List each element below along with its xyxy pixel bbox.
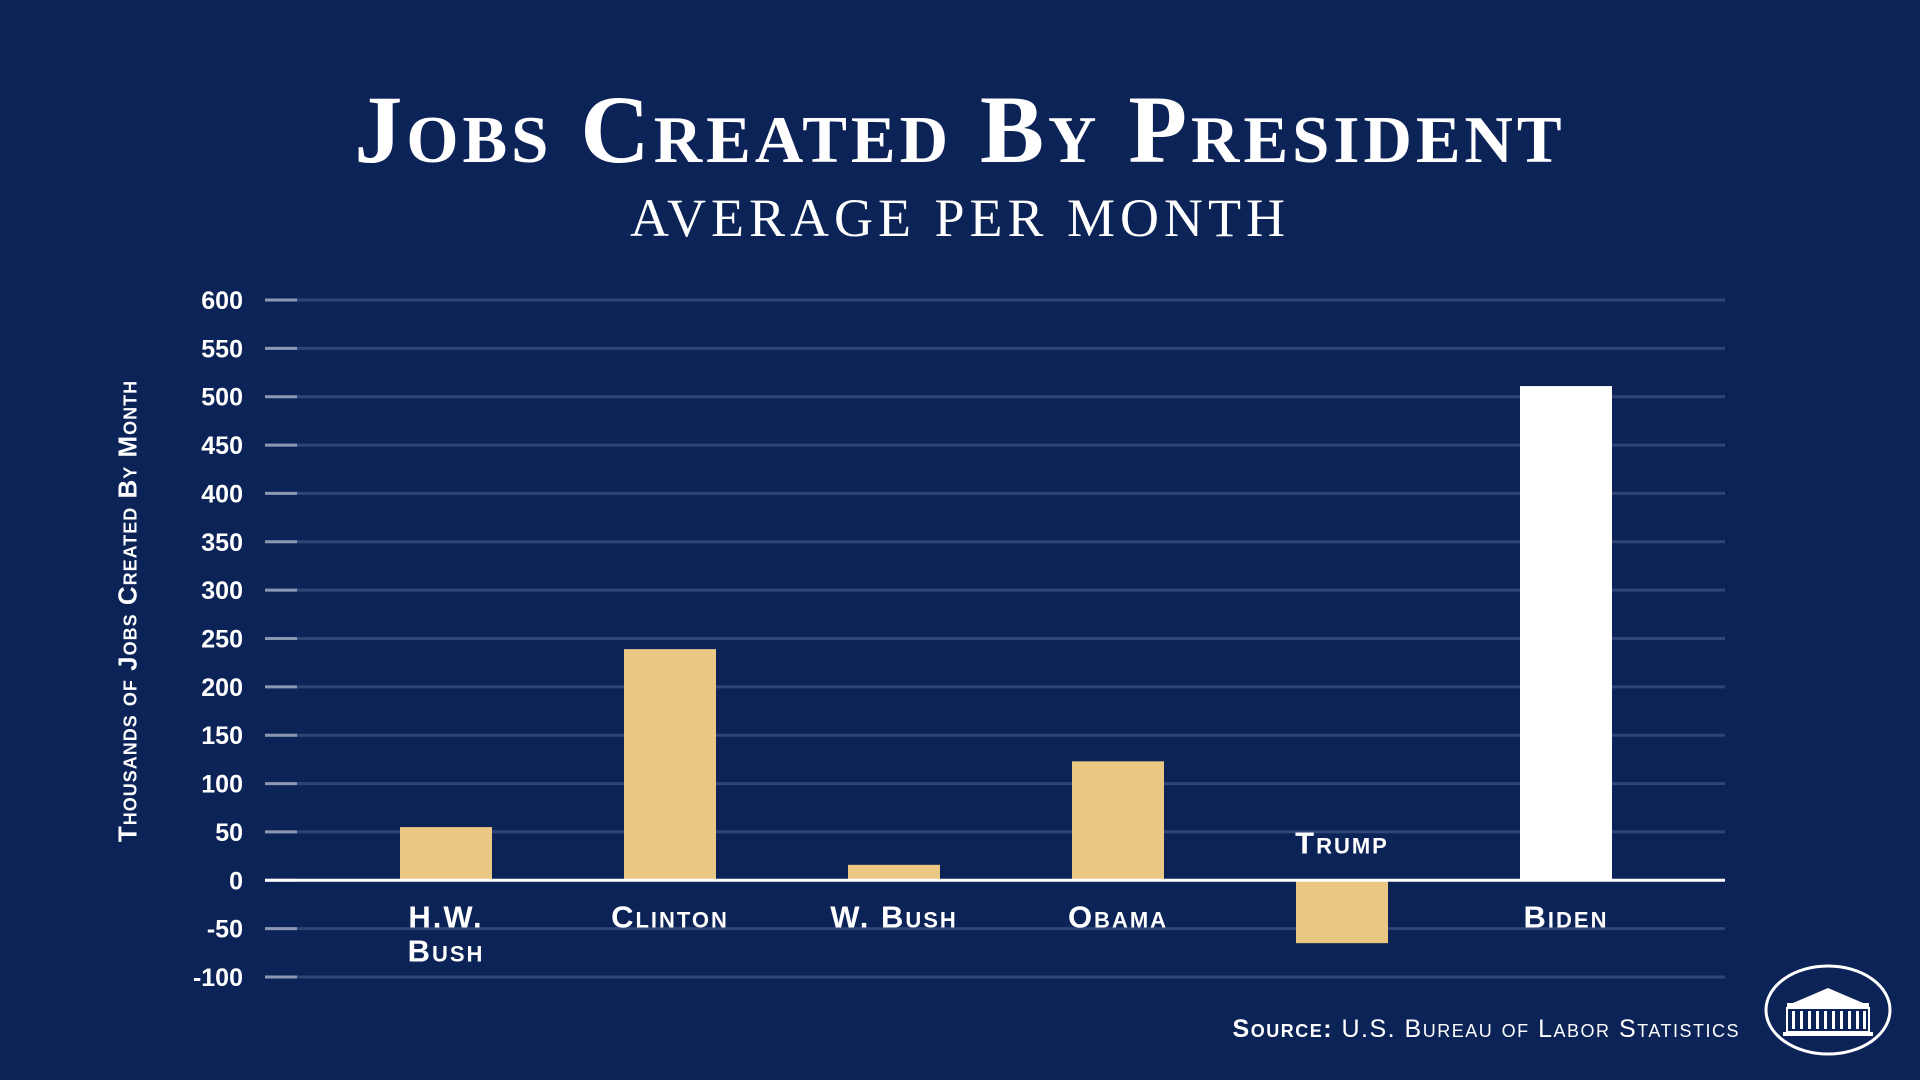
bar	[624, 649, 716, 881]
bar	[1520, 386, 1612, 881]
x-category-label: H.W.	[408, 899, 483, 934]
bar	[848, 864, 940, 881]
y-tick-label: 250	[201, 626, 243, 654]
x-category-label: Clinton	[611, 899, 729, 934]
source-note: Source: U.S. Bureau of Labor Statistics	[1233, 1015, 1740, 1044]
y-tick-label: 150	[201, 722, 243, 750]
chart-subtitle: AVERAGE PER MONTH	[629, 188, 1291, 248]
x-category-label: W. Bush	[830, 899, 958, 934]
x-category-label: Trump	[1295, 825, 1389, 860]
y-tick-label: 600	[201, 287, 243, 315]
y-tick-label: 300	[201, 577, 243, 605]
x-category-label: Obama	[1068, 899, 1168, 934]
y-tick-label: 100	[201, 771, 243, 799]
y-tick-label: 450	[201, 432, 243, 460]
x-category-label: Biden	[1524, 899, 1609, 934]
y-tick-label: 0	[229, 867, 243, 895]
bar	[1296, 880, 1388, 944]
chart-header: Jobs Created By President AVERAGE PER MO…	[0, 76, 1920, 249]
chart-title: Jobs Created By President	[354, 76, 1566, 183]
bar	[1072, 761, 1164, 881]
source-text: U.S. Bureau of Labor Statistics	[1341, 1015, 1740, 1043]
y-tick-label: 50	[215, 819, 243, 847]
y-tick-label: 550	[201, 335, 243, 363]
y-tick-label: -100	[193, 964, 243, 992]
y-tick-label: 350	[201, 529, 243, 557]
x-category-label: Bush	[408, 933, 485, 968]
white-house-seal-icon	[1764, 964, 1892, 1056]
source-label: Source:	[1232, 1015, 1334, 1043]
y-tick-label: 500	[201, 384, 243, 412]
bar	[400, 827, 492, 881]
y-tick-label: 400	[201, 480, 243, 508]
y-tick-label: 200	[201, 674, 243, 702]
y-tick-label: -50	[207, 916, 243, 944]
